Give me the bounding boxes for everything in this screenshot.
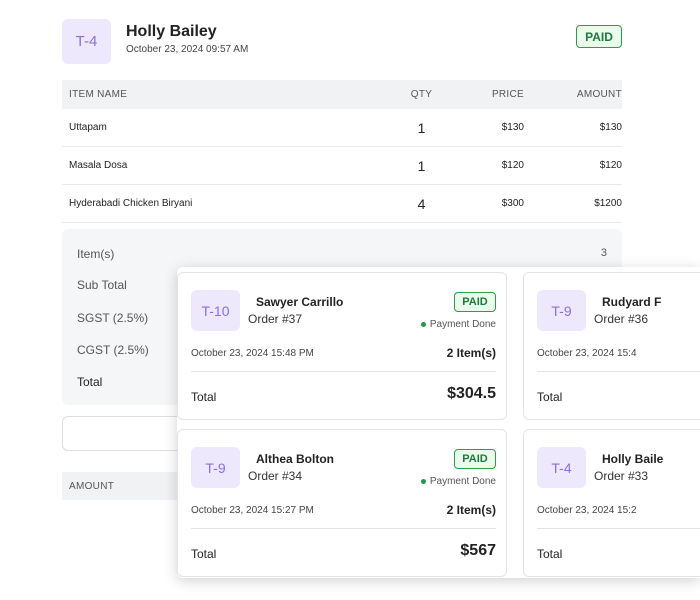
card-order-number: Order #34 bbox=[248, 469, 303, 483]
card-total-label: Total bbox=[191, 390, 217, 404]
card-status-badge: PAID bbox=[454, 449, 496, 469]
card-item-count: 2 Item(s) bbox=[446, 503, 496, 517]
recent-orders-panel: T-10 Sawyer Carrillo Order #37 PAID Paym… bbox=[177, 267, 700, 578]
card-divider bbox=[537, 528, 700, 529]
row-item-name: Hyderabadi Chicken Biryani bbox=[69, 198, 193, 209]
card-order-number: Order #37 bbox=[248, 312, 303, 326]
card-payment-label: Payment Done bbox=[429, 476, 496, 487]
row-price: $130 bbox=[501, 122, 524, 133]
card-payment-status: Payment Done bbox=[420, 476, 496, 487]
card-total-label: Total bbox=[537, 390, 563, 404]
card-table-badge: T-10 bbox=[191, 290, 240, 331]
row-qty: 4 bbox=[417, 195, 426, 212]
card-table-badge: T-9 bbox=[191, 447, 240, 488]
row-price: $120 bbox=[501, 160, 524, 171]
card-datetime: October 23, 2024 15:4 bbox=[537, 348, 637, 359]
row-qty: 1 bbox=[417, 157, 426, 174]
order-datetime: October 23, 2024 09:57 AM bbox=[126, 44, 249, 55]
order-card[interactable]: T-10 Sawyer Carrillo Order #37 PAID Paym… bbox=[177, 272, 507, 420]
card-datetime: October 23, 2024 15:48 PM bbox=[191, 348, 314, 359]
card-divider bbox=[191, 528, 496, 529]
card-table-badge: T-9 bbox=[537, 290, 586, 331]
card-payment-label: Payment Done bbox=[429, 319, 496, 330]
summary-sgst-label: SGST (2.5%) bbox=[77, 311, 149, 325]
row-item-name: Masala Dosa bbox=[69, 160, 128, 171]
card-divider bbox=[191, 371, 496, 372]
table-badge: T-4 bbox=[62, 19, 111, 64]
summary-cgst-label: CGST (2.5%) bbox=[77, 343, 149, 357]
row-amount: $120 bbox=[599, 160, 622, 171]
table-row: Hyderabadi Chicken Biryani 4 $300 $1200 bbox=[62, 185, 622, 223]
card-total-value: $567 bbox=[460, 542, 496, 559]
card-datetime: October 23, 2024 15:27 PM bbox=[191, 505, 314, 516]
summary-total-label: Total bbox=[77, 375, 103, 389]
row-qty: 1 bbox=[417, 119, 426, 136]
summary-subtotal-label: Sub Total bbox=[77, 278, 127, 292]
table-row: Uttapam 1 $130 $130 bbox=[62, 109, 622, 147]
card-total-label: Total bbox=[537, 547, 563, 561]
card-divider bbox=[537, 371, 700, 372]
row-amount: $1200 bbox=[594, 198, 622, 209]
card-datetime: October 23, 2024 15:2 bbox=[537, 505, 637, 516]
card-item-count: 2 Item(s) bbox=[446, 346, 496, 360]
row-amount: $130 bbox=[599, 122, 622, 133]
status-badge-label: PAID bbox=[585, 29, 613, 44]
card-order-number: Order #33 bbox=[594, 469, 649, 483]
card-total-label: Total bbox=[191, 547, 217, 561]
order-card[interactable]: T-9 Althea Bolton Order #34 PAID Payment… bbox=[177, 429, 507, 577]
order-card[interactable]: T-4 Holly Baile Order #33 October 23, 20… bbox=[523, 429, 700, 577]
table-code: T-4 bbox=[75, 33, 98, 50]
status-dot-icon bbox=[420, 322, 426, 327]
row-item-name: Uttapam bbox=[69, 122, 107, 133]
card-payment-status: Payment Done bbox=[420, 319, 496, 330]
card-customer: Holly Baile bbox=[602, 452, 664, 466]
summary-items-label: Item(s) bbox=[77, 247, 115, 261]
col-amount: AMOUNT bbox=[576, 89, 622, 100]
card-table-badge: T-4 bbox=[537, 447, 586, 488]
items-table: ITEM NAME QTY PRICE AMOUNT Uttapam 1 $13… bbox=[62, 80, 622, 223]
row-price: $300 bbox=[501, 198, 524, 209]
card-total-value: $304.5 bbox=[447, 385, 496, 402]
items-table-header: ITEM NAME QTY PRICE AMOUNT bbox=[62, 80, 622, 109]
card-customer: Althea Bolton bbox=[256, 452, 334, 466]
card-status-badge: PAID bbox=[454, 292, 496, 312]
card-customer: Rudyard F bbox=[602, 295, 662, 309]
col-qty: QTY bbox=[410, 89, 433, 100]
col-price: PRICE bbox=[491, 89, 524, 100]
status-badge: PAID bbox=[576, 25, 622, 48]
card-customer: Sawyer Carrillo bbox=[256, 295, 344, 309]
customer-name: Holly Bailey bbox=[126, 23, 217, 40]
status-dot-icon bbox=[420, 479, 426, 484]
lower-amount-header: AMOUNT bbox=[69, 480, 115, 492]
card-order-number: Order #36 bbox=[594, 312, 649, 326]
col-item-name: ITEM NAME bbox=[69, 89, 128, 100]
table-row: Masala Dosa 1 $120 $120 bbox=[62, 147, 622, 185]
order-card[interactable]: T-9 Rudyard F Order #36 October 23, 2024… bbox=[523, 272, 700, 420]
summary-items-value: 3 bbox=[600, 247, 607, 259]
